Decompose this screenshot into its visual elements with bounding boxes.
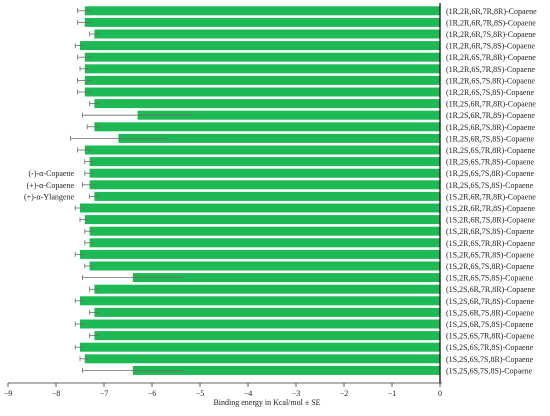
bar bbox=[137, 110, 440, 120]
bar bbox=[89, 261, 440, 271]
category-label: (1S,2R,6S,7S,8S)-Copaene bbox=[446, 274, 534, 283]
bar bbox=[94, 191, 441, 201]
category-label: (1R,2R,6R,7S,8R)-Copaene bbox=[446, 30, 536, 39]
bar bbox=[84, 354, 441, 364]
bar bbox=[89, 168, 440, 178]
category-label: (1S,2S,6S,7R,8R)-Copaene bbox=[446, 332, 534, 341]
category-label: (1S,2S,6R,7R,8S)-Copaene bbox=[446, 297, 534, 306]
bar bbox=[80, 342, 440, 352]
x-tick-label: −2 bbox=[340, 389, 349, 398]
bar bbox=[89, 226, 440, 236]
bar bbox=[84, 215, 441, 225]
bar bbox=[80, 41, 440, 51]
bar bbox=[84, 145, 441, 155]
category-labels: (1R,2R,6R,7R,8R)-Copaene (1R,2R,6R,7R,8S)… bbox=[446, 7, 537, 376]
category-label: (1S,2R,6S,7R,8R)-Copaene bbox=[446, 239, 535, 248]
bar bbox=[94, 284, 441, 294]
bar bbox=[80, 296, 440, 306]
category-label: (1S,2R,6S,7R,8S)-Copaene bbox=[446, 250, 534, 259]
category-label: (1R,2R,6R,7R,8S)-Copaene bbox=[446, 18, 536, 27]
bar bbox=[84, 87, 441, 97]
category-label: (1R,2S,6R,7S,8S)-Copaene bbox=[446, 134, 534, 143]
category-label: (1R,2S,6S,7R,8S)-Copaene bbox=[446, 158, 534, 167]
x-tick-label: −4 bbox=[244, 389, 253, 398]
category-label: (1S,2R,6R,7S,8S)-Copaene bbox=[446, 227, 534, 236]
category-label: (1R,2S,6S,7R,8R)-Copaene bbox=[446, 146, 535, 155]
axis-layer: −9 −8 −7 −6 −5 −4 −3 −2 −1 0 bbox=[4, 3, 442, 398]
category-label: (1S,2S,6S,7S,8R)-Copaene bbox=[446, 355, 534, 364]
category-label: (1R,2R,6R,7S,8S)-Copaene bbox=[446, 42, 535, 51]
category-label: (1R,2R,6S,7S,8S)-Copaene bbox=[446, 88, 534, 97]
reference-labels: (-)-α-Copaene (+)-α-Copaene (+)-α-Ylangene bbox=[24, 169, 74, 201]
category-label: (1S,2S,6S,7R,8S)-Copaene bbox=[446, 343, 534, 352]
category-label: (1S,2S,6S,7S,8S)-Copaene bbox=[446, 366, 533, 375]
bar bbox=[89, 238, 440, 248]
category-label: (1S,2R,6R,7S,8R)-Copaene bbox=[446, 216, 535, 225]
bar bbox=[94, 29, 441, 39]
category-label: (1R,2S,6R,7R,8R)-Copaene bbox=[446, 100, 536, 109]
x-tick-label: −9 bbox=[4, 389, 13, 398]
x-tick-label: −3 bbox=[292, 389, 301, 398]
x-tick-label: −7 bbox=[100, 389, 109, 398]
reference-label: (+)-α-Ylangene bbox=[24, 192, 74, 201]
bar bbox=[84, 52, 441, 62]
category-label: (1S,2S,6R,7R,8R)-Copaene bbox=[446, 285, 535, 294]
x-tick-label: 0 bbox=[438, 389, 442, 398]
category-label: (1S,2R,6R,7R,8S)-Copaene bbox=[446, 204, 535, 213]
bar bbox=[89, 157, 440, 167]
bar bbox=[94, 331, 441, 341]
category-label: (1S,2R,6R,7R,8R)-Copaene bbox=[446, 192, 536, 201]
x-tick-label: −5 bbox=[196, 389, 205, 398]
reference-label: (-)-α-Copaene bbox=[29, 169, 75, 178]
category-label: (1R,2S,6R,7S,8R)-Copaene bbox=[446, 123, 535, 132]
category-label: (1R,2S,6S,7S,8S)-Copaene bbox=[446, 181, 534, 190]
bar bbox=[132, 273, 441, 283]
bar bbox=[118, 133, 441, 143]
bar bbox=[80, 249, 440, 259]
bars-layer bbox=[70, 6, 441, 375]
bar bbox=[89, 180, 440, 190]
category-label: (1S,2S,6R,7S,8S)-Copaene bbox=[446, 320, 534, 329]
category-label: (1S,2S,6R,7S,8R)-Copaene bbox=[446, 308, 534, 317]
x-axis-label: Binding energy in Kcal/mol ± SE bbox=[213, 398, 320, 407]
x-tick-label: −8 bbox=[52, 389, 61, 398]
category-label: (1R,2S,6R,7R,8S)-Copaene bbox=[446, 111, 535, 120]
bar bbox=[94, 122, 441, 132]
bar bbox=[80, 203, 440, 213]
x-tick-label: −6 bbox=[148, 389, 157, 398]
reference-label: (+)-α-Copaene bbox=[27, 181, 75, 190]
bar bbox=[80, 319, 440, 329]
category-label: (1R,2S,6S,7S,8R)-Copaene bbox=[446, 169, 534, 178]
bar bbox=[84, 17, 441, 27]
bar bbox=[84, 64, 441, 74]
category-label: (1R,2R,6S,7R,8S)-Copaene bbox=[446, 65, 535, 74]
category-label: (1R,2R,6R,7R,8R)-Copaene bbox=[446, 7, 537, 16]
bar bbox=[84, 6, 441, 16]
category-label: (1R,2R,6S,7S,8R)-Copaene bbox=[446, 76, 535, 85]
x-tick-label: −1 bbox=[388, 389, 397, 398]
category-label: (1S,2R,6S,7S,8R)-Copaene bbox=[446, 262, 534, 271]
bar bbox=[94, 99, 441, 109]
bar bbox=[84, 75, 441, 85]
category-label: (1R,2R,6S,7R,8R)-Copaene bbox=[446, 53, 536, 62]
bar bbox=[132, 365, 441, 375]
bar bbox=[94, 307, 441, 317]
